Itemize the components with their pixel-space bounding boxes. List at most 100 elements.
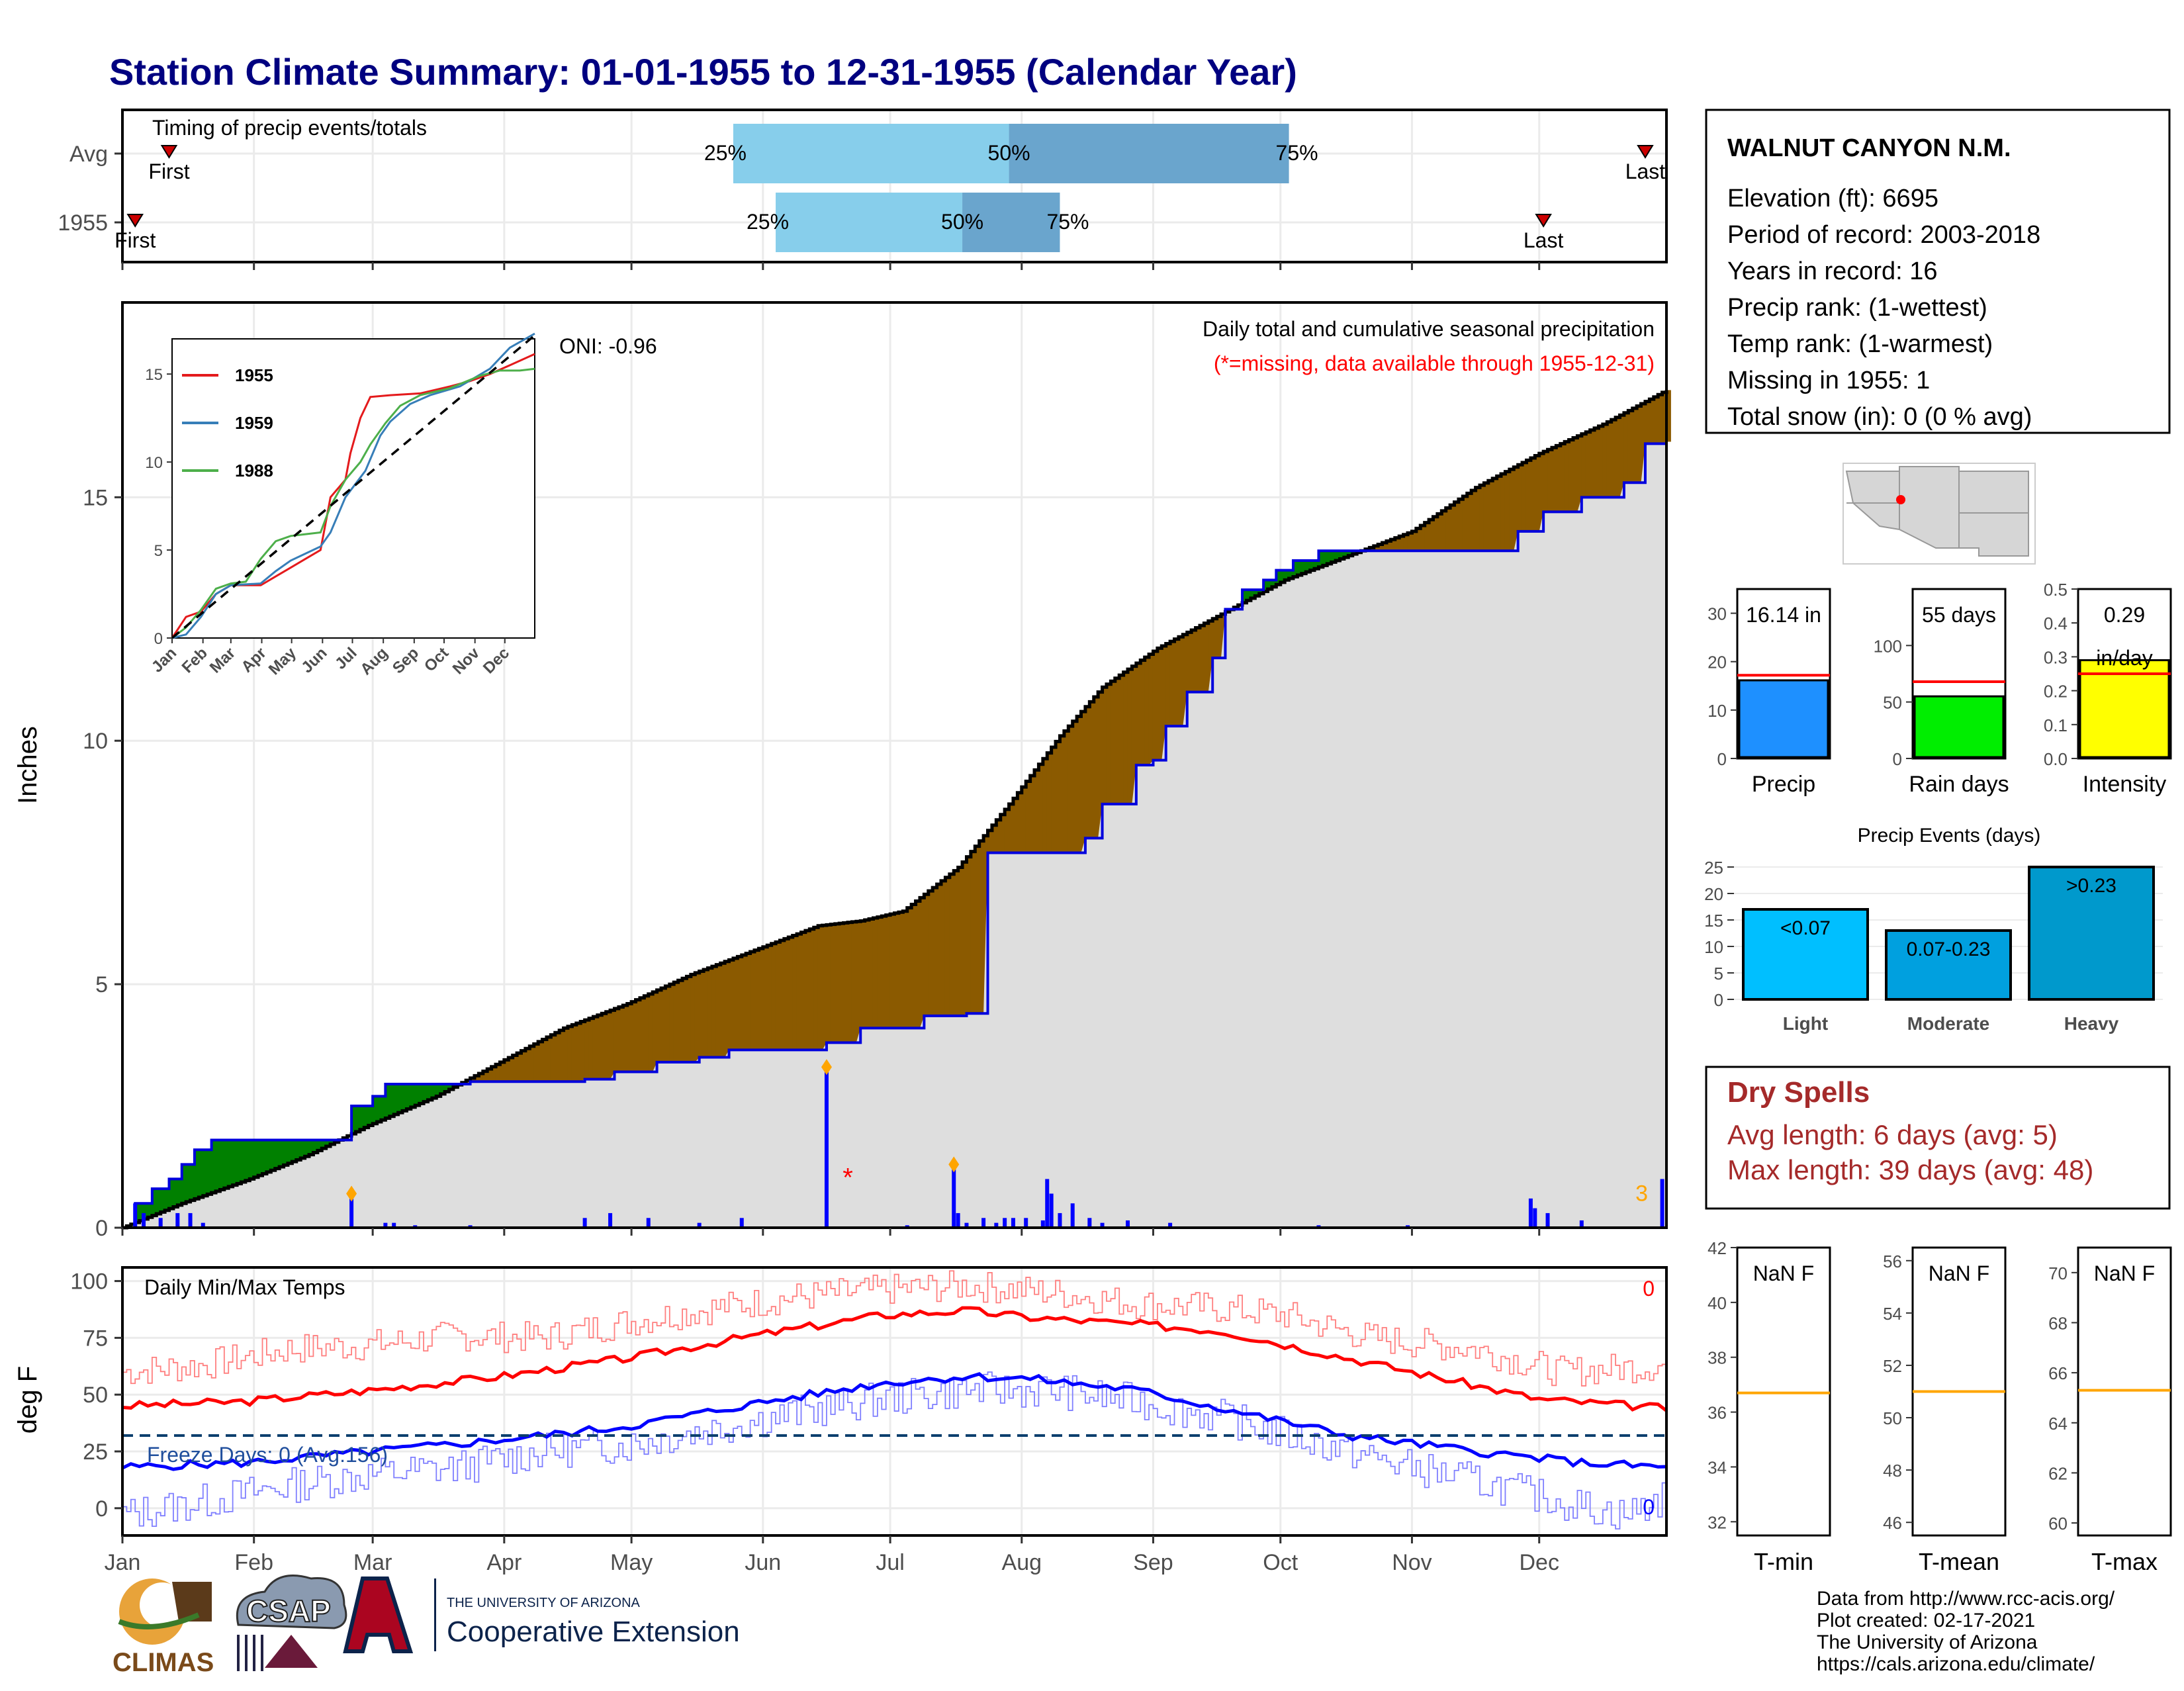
below-avg-fill [529, 1046, 534, 1081]
below-avg-fill [1013, 798, 1017, 852]
daily-precip-bar [952, 1164, 956, 1228]
above-avg-fill [190, 1164, 195, 1200]
below-avg-fill [1607, 422, 1612, 498]
above-avg-fill [402, 1084, 407, 1111]
below-avg-fill [856, 921, 860, 1042]
temp-box-label: T-max [2091, 1548, 2158, 1575]
below-avg-fill [767, 945, 772, 1050]
below-avg-fill [690, 974, 695, 1062]
below-avg-fill [1454, 502, 1459, 551]
below-avg-fill [805, 931, 809, 1050]
below-avg-fill [1445, 508, 1450, 551]
station-line: Years in record: 16 [1727, 257, 1938, 285]
below-avg-fill [1645, 402, 1649, 444]
below-avg-fill [771, 944, 776, 1050]
ua-big-text: Cooperative Extension [447, 1616, 740, 1648]
below-avg-fill [1128, 669, 1132, 804]
below-avg-fill [660, 988, 665, 1062]
below-avg-fill [919, 897, 924, 1028]
below-avg-fill [966, 857, 971, 1014]
corner-count: 3 [1635, 1181, 1648, 1207]
below-avg-fill [542, 1039, 547, 1081]
y-axis-label: deg F [13, 1366, 42, 1434]
summary-y-tick-label: 0.3 [2044, 647, 2068, 667]
below-avg-fill [1488, 480, 1492, 551]
temp-box-label: T-min [1754, 1548, 1813, 1575]
below-avg-fill [1458, 499, 1463, 551]
precip-title: Daily total and cumulative seasonal prec… [1203, 317, 1655, 341]
below-avg-fill [704, 970, 708, 1057]
below-avg-fill [894, 913, 899, 1028]
below-avg-fill [839, 923, 844, 1042]
event-y-tick-label: 0 [1714, 990, 1723, 1010]
below-avg-fill [784, 938, 788, 1050]
below-avg-fill [958, 868, 962, 1016]
max-count-label: 0 [1643, 1277, 1655, 1301]
below-avg-fill [1615, 418, 1620, 498]
summary-value-label: 16.14 in [1746, 603, 1821, 627]
below-avg-fill [1191, 630, 1196, 692]
below-avg-fill [1565, 441, 1569, 512]
y-tick-label: 75 [83, 1326, 108, 1351]
below-avg-fill [1068, 726, 1073, 852]
below-avg-fill [551, 1035, 555, 1082]
timing-p50-label: 50% [988, 141, 1030, 165]
above-avg-fill [220, 1140, 224, 1190]
timing-marker-label: Last [1625, 160, 1666, 183]
inset-legend-label: 1988 [235, 461, 273, 480]
summary-bar [1739, 680, 1828, 757]
below-avg-fill [1429, 520, 1433, 551]
below-avg-fill [1551, 447, 1556, 512]
below-avg-fill [822, 925, 827, 1050]
below-avg-fill [762, 947, 767, 1050]
csap-logo-text: CSAP [246, 1594, 331, 1628]
y-tick-label: 15 [83, 485, 108, 510]
inset-y-tick-label: 0 [154, 630, 163, 648]
above-avg-fill [406, 1084, 411, 1109]
timing-row-label: Avg [69, 142, 108, 167]
station-line: Elevation (ft): 6695 [1727, 185, 1938, 212]
below-avg-fill [627, 1004, 631, 1072]
below-avg-fill [864, 920, 869, 1028]
temp-box-y-tick-label: 52 [1883, 1356, 1902, 1376]
below-avg-fill [1030, 776, 1034, 853]
below-avg-fill [1658, 394, 1662, 443]
temp-box-y-tick-label: 68 [2048, 1313, 2068, 1333]
below-avg-fill [813, 927, 818, 1050]
below-avg-fill [725, 962, 729, 1058]
timing-p25-label: 25% [747, 210, 789, 234]
below-avg-fill [1174, 639, 1179, 726]
below-avg-fill [1623, 413, 1628, 482]
event-category-label: Light [1783, 1013, 1828, 1034]
freeze-days-label: Freeze Days: 0 (Avg:156) [147, 1443, 388, 1467]
below-avg-fill [1505, 472, 1510, 551]
below-avg-fill [970, 852, 975, 1014]
below-avg-fill [954, 871, 958, 1016]
footer-line: Data from http://www.rcc-acis.org/ [1817, 1588, 2115, 1610]
below-avg-fill [686, 976, 691, 1062]
y-tick-label: 10 [83, 729, 108, 754]
below-avg-fill [559, 1030, 564, 1082]
daily-precip-bar [1087, 1218, 1091, 1228]
daily-precip-bar [1071, 1203, 1075, 1228]
x-tick-label: Jul [876, 1550, 904, 1575]
temp-box-y-tick-label: 56 [1883, 1252, 1902, 1271]
temp-box-y-tick-label: 36 [1707, 1403, 1727, 1423]
timing-row-label: 1955 [58, 210, 108, 236]
below-avg-fill [707, 968, 712, 1058]
below-avg-fill [1077, 716, 1081, 852]
timing-p75-label: 75% [1276, 141, 1318, 165]
above-avg-fill [275, 1140, 279, 1169]
below-avg-fill [669, 984, 674, 1062]
above-avg-fill [253, 1140, 258, 1177]
summary-y-tick-label: 0.1 [2044, 715, 2068, 735]
above-avg-fill [355, 1106, 360, 1132]
below-avg-fill [877, 917, 882, 1028]
summary-panel-label: Precip [1752, 772, 1815, 797]
below-avg-fill [1178, 637, 1183, 726]
below-avg-fill [602, 1013, 606, 1079]
timing-p75-label: 75% [1046, 210, 1089, 234]
daily-precip-bar [1661, 1179, 1664, 1228]
